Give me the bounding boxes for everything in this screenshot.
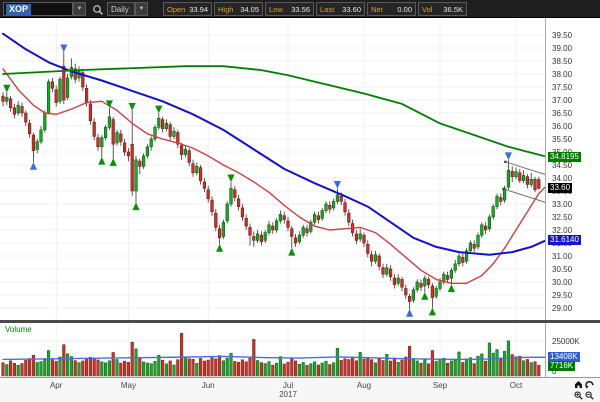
price-tick-label: 39.50 [552, 31, 573, 40]
price-tick-label: 29.50 [552, 291, 573, 300]
price-tick-label: 34.00 [552, 174, 573, 183]
volume-panel[interactable]: Volume 25000K 0 13408K 7716K [0, 323, 600, 377]
month-label-jun: Jun [201, 381, 215, 390]
quote-value: 36.5K [443, 4, 463, 14]
price-flag-label: 34.8195 [548, 151, 581, 162]
toolbar: XOP ▼ Daily ▼ Open 33.94 High 34.05 Low 33.56… [0, 0, 600, 18]
home-icon[interactable] [574, 380, 583, 389]
ma-red-line [2, 68, 545, 284]
price-flag-label: 31.6140 [548, 235, 581, 246]
quote-label: Net [371, 4, 383, 14]
volume-zero-label: 0 [552, 367, 557, 376]
month-label-sep: Sep [432, 381, 448, 390]
price-tick-label: 36.50 [552, 109, 573, 118]
volume-tick-label: 25000K [552, 337, 580, 346]
zoom-in-icon[interactable] [574, 391, 583, 400]
price-axis[interactable]: 39.50 39.00 38.50 38.00 37.50 37.00 36.50 36.00… [545, 18, 600, 320]
quote-value: 0.00 [397, 4, 412, 14]
volume-chart [0, 323, 545, 377]
volume-bars-layer [1, 333, 541, 377]
volume-last-flag: 7716K [548, 361, 576, 371]
month-label-may: May [120, 381, 136, 390]
price-tick-label: 29.00 [552, 304, 573, 313]
price-tick-label: 30.50 [552, 265, 573, 274]
grid-layer [0, 18, 545, 320]
price-tick-label: 36.00 [552, 122, 573, 131]
symbol-text: XOP [6, 3, 32, 15]
panel-splitter[interactable] [0, 320, 600, 323]
signal-markers-layer [3, 44, 512, 317]
price-tick-label: 33.00 [552, 200, 573, 209]
chart-nav-icons [572, 380, 596, 401]
volume-ma-flag: 13408K [548, 352, 580, 362]
price-tick-label: 39.00 [552, 44, 573, 53]
candlestick-chart[interactable] [0, 18, 545, 320]
quote-fields: Open 33.94 High 34.05 Low 33.56 Last 33.60 Net 0.… [163, 2, 467, 16]
undo-icon[interactable] [585, 380, 594, 389]
quote-label: Last [320, 4, 335, 14]
zoom-out-icon[interactable] [585, 391, 594, 400]
quote-field-net: Net 0.00 [367, 2, 416, 16]
month-label-aug: Aug [356, 381, 372, 390]
quote-field-high: High 34.05 [214, 2, 263, 16]
channel-drawing [502, 160, 545, 203]
volume-axis: 25000K 0 13408K 7716K [545, 323, 600, 377]
price-tick-label: 34.50 [552, 161, 573, 170]
volume-ma-line [2, 355, 545, 361]
quote-value: 33.60 [342, 4, 361, 14]
price-tick-label: 35.50 [552, 135, 573, 144]
price-chart-panel[interactable]: 39.50 39.00 38.50 38.00 37.50 37.00 36.50 36.00… [0, 18, 600, 320]
quote-field-vol: Vol 36.5K [418, 2, 467, 16]
price-tick-label: 38.50 [552, 57, 573, 66]
time-axis: Apr May Jun Jul Aug Sep Oct 2017 [0, 377, 600, 402]
quote-field-low: Low 33.56 [265, 2, 314, 16]
quote-label: Low [269, 4, 283, 14]
price-tick-label: 32.50 [552, 213, 573, 222]
quote-label: Open [167, 4, 186, 14]
ma-blue-line [2, 32, 545, 256]
timeframe-select[interactable]: Daily [107, 2, 135, 16]
price-tick-label: 38.00 [552, 70, 573, 79]
timeframe-text: Daily [111, 4, 129, 14]
search-icon[interactable] [92, 3, 104, 15]
price-tick-label: 30.00 [552, 278, 573, 287]
quote-label: Vol [422, 4, 433, 14]
candles-layer [1, 51, 541, 310]
quote-field-open: Open 33.94 [163, 2, 212, 16]
price-tick-label: 37.50 [552, 83, 573, 92]
price-tick-label: 31.00 [552, 252, 573, 261]
year-label: 2017 [279, 390, 297, 399]
price-tick-label: 32.00 [552, 226, 573, 235]
symbol-input[interactable]: XOP [3, 2, 73, 16]
month-label-apr: Apr [49, 381, 63, 390]
quote-value: 34.05 [240, 4, 259, 14]
quote-field-last: Last 33.60 [316, 2, 365, 16]
ma-green-line [2, 65, 545, 158]
quote-value: 33.56 [291, 4, 310, 14]
price-flag-label: 33.60 [548, 183, 573, 194]
volume-panel-label: Volume [5, 325, 32, 334]
month-label-oct: Oct [509, 381, 523, 390]
timeframe-dropdown-button[interactable]: ▼ [135, 2, 148, 16]
symbol-dropdown-button[interactable]: ▼ [73, 2, 86, 16]
month-label-jul: Jul [282, 381, 294, 390]
price-tick-label: 37.00 [552, 96, 573, 105]
quote-value: 33.94 [189, 4, 208, 14]
quote-label: High [218, 4, 234, 14]
